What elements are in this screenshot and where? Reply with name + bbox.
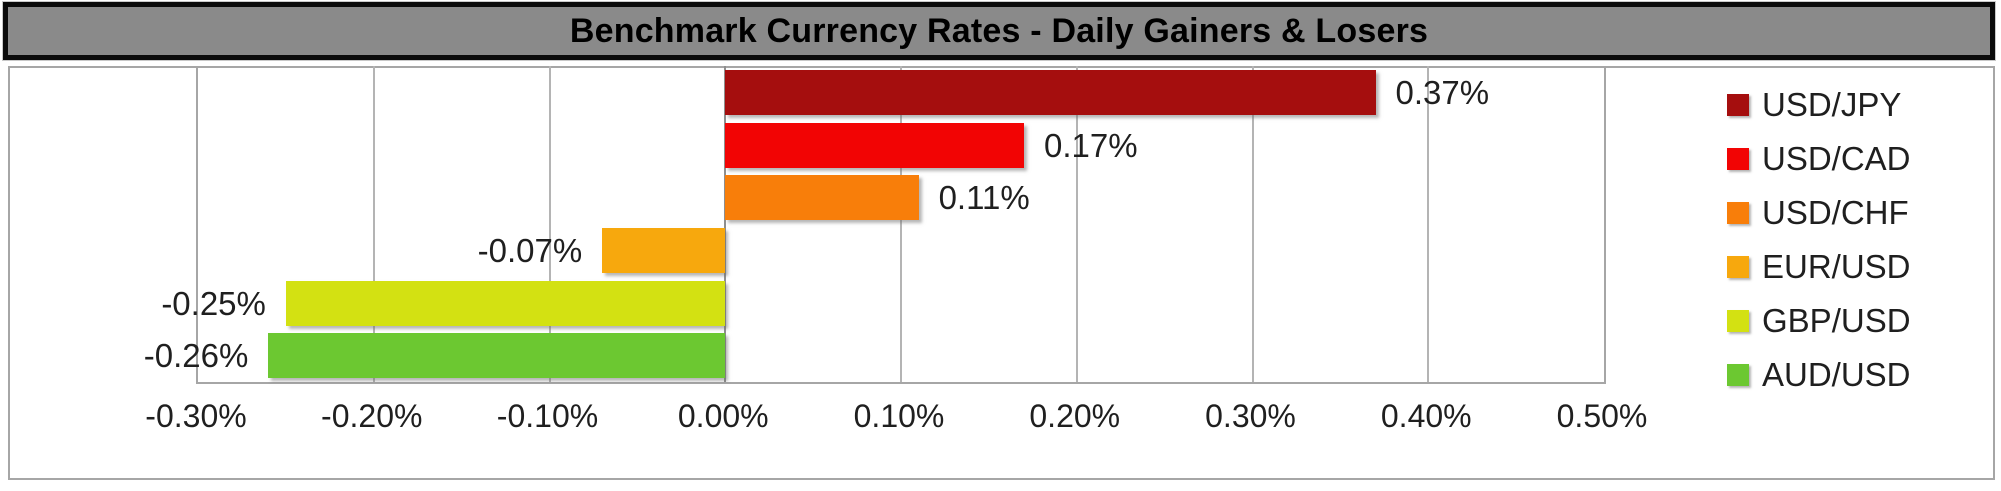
bar-usd-cad (725, 122, 1025, 168)
legend-swatch-usd-jpy (1727, 94, 1749, 116)
zero-gridline (724, 66, 727, 382)
bar-value-label-usd-cad: 0.17% (1044, 126, 1138, 164)
bar-value-label-aud-usd: -0.26% (143, 337, 249, 375)
gridline (548, 66, 551, 382)
bar-value-label-usd-jpy: 0.37% (1395, 74, 1490, 111)
legend-swatch-aud-usd (1727, 364, 1749, 386)
legend-label-aud-usd: AUD/USD (1762, 356, 1911, 393)
bar-usd-jpy (725, 70, 1376, 115)
legend-item-usd-jpy: USD/JPY (1727, 78, 1977, 132)
x-tick-label: -0.10% (496, 398, 599, 434)
bar-value-label-eur-usd: -0.07% (477, 232, 583, 269)
legend-label-gbp-usd: GBP/USD (1762, 302, 1911, 339)
legend-item-gbp-usd: GBP/USD (1727, 294, 1977, 348)
legend-item-usd-chf: USD/CHF (1727, 186, 1977, 240)
x-tick-label: -0.30% (145, 398, 247, 434)
x-tick-label: 0.20% (1029, 398, 1121, 434)
x-tick-label: 0.50% (1556, 398, 1648, 434)
x-tick-label: -0.20% (321, 398, 423, 434)
bar-aud-usd (268, 333, 726, 379)
gridline (1075, 66, 1078, 382)
bar-eur-usd (602, 228, 726, 273)
bar-usd-chf (725, 175, 919, 221)
legend-label-usd-chf: USD/CHF (1762, 194, 1909, 231)
bar-gbp-usd (285, 280, 726, 326)
x-tick-label: 0.30% (1205, 398, 1296, 434)
bar-value-label-gbp-usd: -0.25% (161, 284, 266, 322)
legend-label-eur-usd: EUR/USD (1762, 248, 1911, 285)
legend-label-usd-cad: USD/CAD (1762, 140, 1911, 177)
gridline (900, 66, 902, 382)
legend: USD/JPY USD/CAD USD/CHF EUR/USD GBP/USD AUD/U… (1727, 78, 1977, 402)
legend-swatch-usd-chf (1727, 202, 1749, 224)
legend-label-usd-jpy: USD/JPY (1762, 86, 1902, 123)
legend-swatch-eur-usd (1727, 256, 1749, 278)
chart-title-bar: Benchmark Currency Rates - Daily Gainers… (2, 1, 1996, 61)
x-axis: -0.30% -0.20% -0.10% 0.00% 0.10% 0.20% 0.30% 0.… (145, 398, 1647, 444)
x-tick-label: 0.10% (853, 398, 945, 434)
x-tick-label: 0.00% (677, 398, 769, 434)
legend-swatch-gbp-usd (1727, 310, 1749, 332)
gridline (372, 66, 375, 382)
legend-swatch-usd-cad (1727, 148, 1749, 170)
gridline (1251, 66, 1254, 382)
chart-title: Benchmark Currency Rates - Daily Gainers… (569, 11, 1429, 50)
legend-item-usd-cad: USD/CAD (1727, 132, 1977, 186)
plot-area: 0.37% 0.17% 0.11% -0.07% -0.25% -0.26% (144, 66, 1606, 384)
legend-item-aud-usd: AUD/USD (1727, 348, 1977, 402)
bar-value-label-usd-chf: 0.11% (938, 179, 1030, 217)
gridline (1427, 66, 1430, 382)
x-tick-label: 0.40% (1380, 398, 1472, 434)
legend-item-eur-usd: EUR/USD (1727, 240, 1977, 294)
